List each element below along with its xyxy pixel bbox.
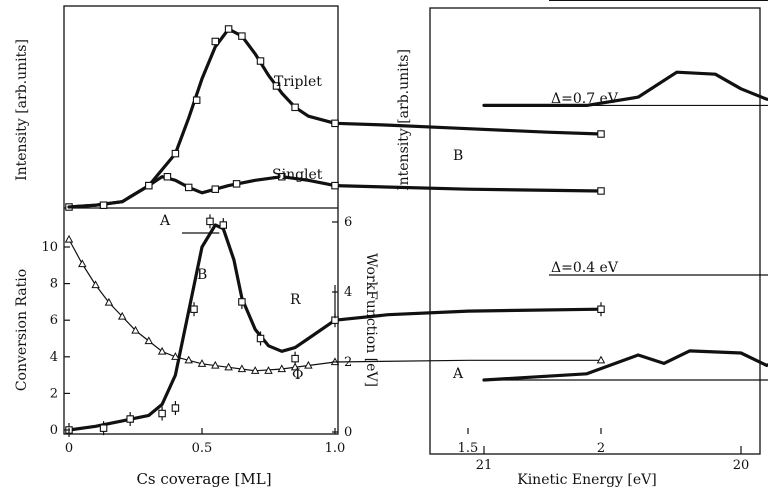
spectrum-b: [482, 70, 768, 107]
series-b-label: B: [453, 148, 463, 164]
bottom-plot: [64, 214, 606, 437]
phi-marker: [184, 355, 193, 364]
triplet-marker: [256, 57, 265, 65]
bottom-y2label: WorkFunction [eV]: [363, 253, 379, 387]
left-frame: [63, 5, 339, 435]
y-tick-label: 8: [50, 277, 58, 292]
annotation-b: B: [197, 267, 207, 283]
y2-tick-label: 6: [344, 215, 352, 230]
r-marker: [158, 409, 166, 418]
top-ylabel: Intensity [arb.units]: [14, 39, 30, 181]
phi-marker: [144, 336, 154, 345]
bottom-xlabel: Cs coverage [ML]: [136, 470, 271, 488]
triplet-line: [67, 27, 603, 209]
phi-marker: [171, 352, 180, 360]
phi-marker: [211, 360, 220, 369]
y2-tick-label: 2: [344, 355, 352, 370]
right-xlabel: Kinetic Energy [eV]: [517, 472, 657, 488]
singlet-marker: [597, 187, 605, 195]
singlet-marker: [163, 172, 172, 181]
right-ylabel: Intensity [arb.units]: [396, 49, 412, 191]
triplet-marker: [192, 96, 201, 104]
r-label: R: [290, 292, 301, 308]
triplet-marker: [171, 149, 180, 158]
singlet-marker: [211, 185, 220, 193]
phi-marker: [64, 234, 74, 243]
r-marker: [190, 305, 198, 313]
delta-b-label: Δ=0.7 eV: [551, 91, 619, 107]
spectrum-a: [482, 349, 768, 382]
phi-marker: [250, 366, 260, 374]
singlet-marker: [99, 201, 108, 209]
r-marker: [256, 334, 265, 343]
triplet-marker: [238, 32, 246, 40]
x-tick-label: 0.5: [192, 441, 213, 456]
singlet-marker: [232, 180, 241, 188]
delta-a-label: Δ=0.4 eV: [551, 260, 619, 276]
singlet-marker: [184, 183, 193, 192]
left-figure: 0 2 4 6 8 10 0 2 4 6 0 0.5 1.0 1.5 2 Intensity [arb.un…: [14, 5, 606, 488]
x-tick-label: 1.5: [458, 441, 479, 456]
y-tick-label: 0: [50, 423, 58, 438]
x-tick-label: 2: [597, 441, 605, 456]
y-tick-label: 4: [50, 350, 58, 365]
y-tick-label: 6: [50, 313, 58, 328]
r-marker: [291, 354, 299, 363]
x-tick-label: 1.0: [325, 441, 346, 456]
right-figure: 212019 Intensity [arb.units] Kinetic Ene…: [396, 0, 768, 488]
triplet-marker: [597, 130, 605, 138]
series-a-label: A: [452, 366, 464, 382]
triplet-marker: [224, 25, 233, 33]
phi-marker: [78, 259, 87, 268]
triplet-marker: [272, 82, 281, 90]
phi-marker: [157, 346, 167, 355]
phi-marker: [237, 364, 247, 373]
phi-marker: [277, 364, 287, 373]
triplet-label: Triplet: [274, 74, 322, 90]
y-tick-label: 10: [41, 240, 58, 255]
phi-marker: [596, 355, 606, 364]
phi-marker: [197, 359, 207, 367]
phi-label: Φ: [292, 367, 303, 383]
top-plot: [65, 25, 605, 211]
phi-marker: [264, 366, 273, 374]
phi-line: [68, 239, 601, 372]
singlet-line: [67, 175, 603, 209]
y2-tick-label: 4: [344, 285, 352, 300]
r-marker: [219, 221, 228, 229]
r-marker: [597, 305, 605, 313]
x-tick-label: 0: [65, 441, 73, 456]
singlet-marker: [331, 181, 339, 190]
r-marker: [126, 415, 134, 423]
phi-marker: [304, 360, 313, 369]
phi-marker: [224, 362, 233, 371]
right-frame: [429, 7, 761, 455]
x-tick-label: 21: [476, 458, 493, 473]
y2-tick-label: 0: [344, 425, 352, 440]
phi-marker: [131, 325, 140, 334]
triplet-marker: [291, 103, 299, 112]
right-plot: 212019: [476, 0, 768, 473]
phi-marker: [104, 297, 114, 306]
triplet-marker: [331, 119, 339, 128]
annotation-a: A: [159, 213, 171, 229]
r-line: [67, 223, 603, 432]
phi-marker: [290, 362, 300, 371]
phi-marker: [117, 311, 127, 320]
bottom-ylabel: Conversion Ratio: [14, 269, 30, 391]
r-marker: [171, 404, 180, 412]
y-tick-label: 2: [50, 386, 58, 401]
r-marker: [238, 298, 246, 306]
triplet-marker: [211, 37, 220, 46]
r-marker: [206, 217, 214, 226]
singlet-marker: [145, 181, 153, 190]
phi-marker: [91, 280, 100, 289]
r-marker: [99, 424, 108, 432]
x-tick-label: 20: [733, 458, 750, 473]
singlet-label: Singlet: [272, 167, 323, 183]
singlet-marker: [278, 172, 286, 181]
bottom-axes: 0 2 4 6 8 10 0 2 4 6 0 0.5 1.0 1.5 2: [41, 215, 605, 456]
